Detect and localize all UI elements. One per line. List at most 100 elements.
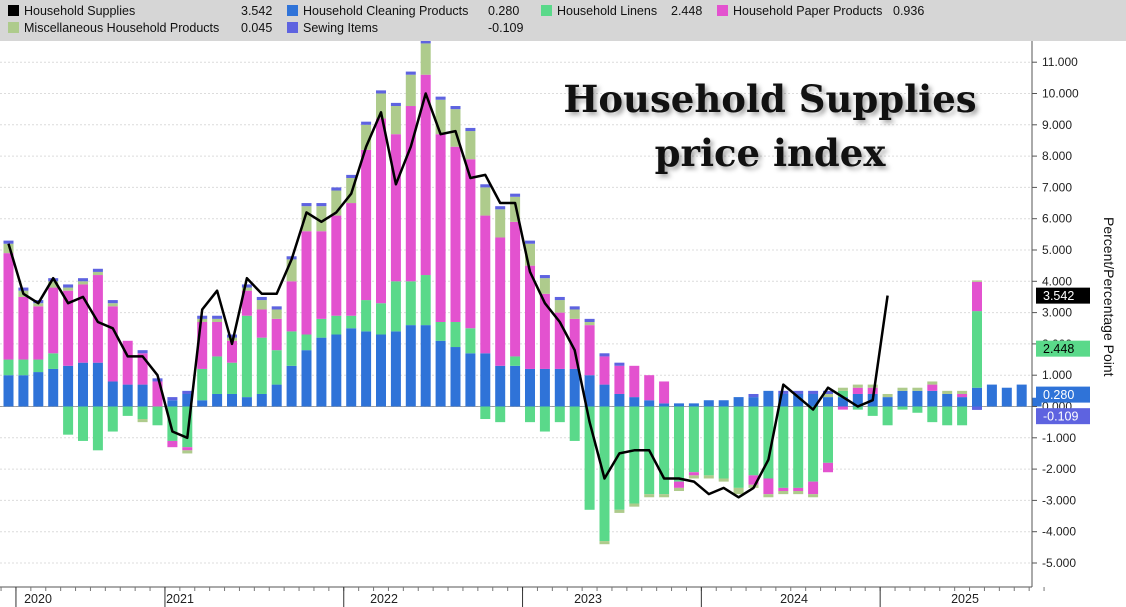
legend-label: Miscellaneous Household Products: [24, 21, 220, 35]
bar-segment: [361, 300, 372, 332]
bar-segment: [823, 390, 833, 394]
legend-item-misc-household-products[interactable]: Miscellaneous Household Products 0.045: [8, 20, 272, 36]
bar-segment: [748, 393, 759, 398]
bar-segment: [18, 296, 29, 360]
bar-segment: [182, 390, 193, 394]
bar-segment: [405, 71, 416, 75]
legend-item-household-cleaning-products[interactable]: Household Cleaning Products 0.280: [287, 3, 519, 19]
bar-segment: [376, 90, 386, 94]
bar-segment: [167, 397, 178, 401]
bar-segment: [212, 318, 223, 322]
bar-segment: [659, 403, 670, 407]
last-value-tag-bg: [1036, 386, 1090, 403]
bar-segment: [897, 406, 908, 410]
bar-segment: [212, 321, 223, 357]
bar-segment: [837, 406, 848, 410]
bar-segment: [852, 387, 863, 394]
bar-segment: [33, 306, 44, 360]
bar-segment: [405, 74, 416, 107]
bar-segment: [882, 393, 893, 398]
bar-segment: [316, 206, 327, 232]
bar-segment: [629, 365, 640, 398]
bar-segment: [241, 315, 252, 398]
bar-segment: [539, 278, 550, 294]
bar-segment: [688, 475, 699, 479]
bar-segment: [301, 203, 312, 207]
bar-segment: [197, 368, 208, 401]
bar-segment: [18, 287, 29, 291]
legend-item-household-paper-products[interactable]: Household Paper Products 0.936: [717, 3, 924, 19]
bar-segment: [271, 309, 282, 319]
bar-segment: [599, 541, 610, 545]
legend-swatch: [8, 5, 19, 16]
bar-segment: [390, 134, 401, 282]
bar-segment: [3, 243, 14, 254]
bar-segment: [450, 321, 461, 348]
bar-segment: [3, 253, 14, 360]
bar-segment: [3, 240, 14, 244]
bar-segment: [614, 362, 625, 366]
bar-segment: [33, 359, 44, 373]
legend-swatch: [287, 5, 298, 16]
bar-segment: [316, 231, 327, 319]
bar-segment: [3, 359, 14, 376]
legend-swatch: [717, 5, 728, 16]
bar-segment: [808, 390, 819, 394]
legend-item-household-linens[interactable]: Household Linens 2.448: [541, 3, 702, 19]
y-tick-label: 8.000: [1042, 149, 1072, 163]
bar-segment: [241, 397, 252, 407]
y-tick-label: -2.000: [1042, 462, 1076, 476]
bar-segment: [48, 287, 59, 354]
bar-segment: [18, 359, 29, 376]
bar-segment: [271, 350, 282, 385]
bar-segment: [778, 393, 789, 407]
bar-segment: [212, 393, 223, 407]
bar-segment: [525, 265, 535, 369]
bar-segment: [63, 365, 74, 407]
bar-segment: [346, 174, 357, 179]
x-year-label: 2024: [780, 592, 808, 606]
bar-segment: [376, 93, 386, 119]
bar-segment: [465, 159, 476, 329]
bar-segment: [286, 259, 297, 282]
bar-segment: [405, 106, 416, 282]
bar-segment: [376, 118, 386, 304]
bar-segment: [927, 390, 938, 407]
bar-segment: [78, 278, 88, 282]
y-tick-label: -1.000: [1042, 431, 1076, 445]
bar-segment: [241, 287, 252, 291]
bar-segment: [331, 215, 342, 316]
legend-swatch: [8, 22, 19, 33]
y-tick-label: 9.000: [1042, 118, 1072, 132]
bar-segment: [3, 375, 14, 407]
chart-title-line1: Household Supplies: [563, 77, 977, 121]
bar-segment: [897, 390, 908, 407]
bar-segment: [659, 494, 670, 498]
bar-segment: [927, 406, 938, 423]
chart-area: 11.000 10.000 9.000 8.000 7.000 6.000 5.000 4.0…: [0, 41, 1117, 607]
bar-segment: [793, 390, 804, 394]
bar-segment: [644, 375, 655, 401]
y-tick-label: 10.000: [1042, 87, 1079, 101]
x-year-label: 2020: [24, 592, 52, 606]
bar-segment: [480, 215, 491, 354]
bar-segment: [569, 406, 580, 441]
bar-segment: [271, 384, 282, 407]
bar-segment: [629, 406, 640, 504]
bar-segment: [316, 203, 327, 207]
last-value-tags: 3.542 2.448 0.280 -0.109: [1036, 287, 1090, 425]
bar-segment: [182, 393, 193, 407]
chart-title: Household Supplies price index: [520, 72, 1020, 180]
bar-segment: [882, 406, 893, 426]
legend-item-household-supplies[interactable]: Household Supplies 3.542: [8, 3, 272, 19]
bar-segment: [301, 350, 312, 407]
bar-segment: [793, 406, 804, 488]
bar-segment: [435, 340, 446, 407]
bar-segment: [301, 334, 312, 351]
bar-segment: [584, 318, 595, 322]
bar-segment: [480, 406, 491, 420]
bar-segment: [778, 406, 789, 488]
bar-segment: [748, 406, 759, 476]
legend-item-sewing-items[interactable]: Sewing Items -0.109: [287, 20, 523, 36]
bar-segment: [376, 303, 386, 335]
